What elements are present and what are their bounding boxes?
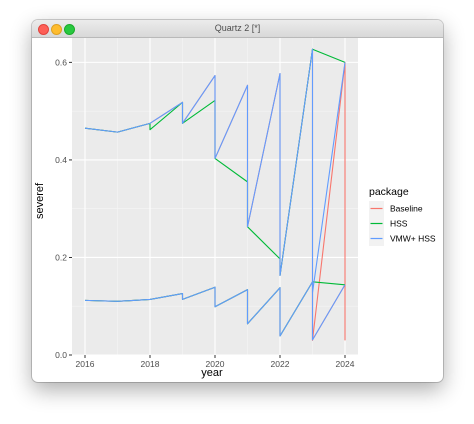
y-axis-label: severef [34, 182, 46, 219]
x-tick-label: 2020 [206, 359, 225, 369]
window-titlebar[interactable]: Quartz 2 [*] [32, 20, 443, 38]
series-layer [84, 48, 346, 341]
x-axis: 2016 2018 2020 2022 2024 [76, 355, 355, 369]
zoom-window-button[interactable] [64, 24, 75, 35]
x-tick-label: 2024 [336, 359, 355, 369]
legend-item: VMW+ HSS [369, 231, 436, 246]
minimize-window-button[interactable] [51, 24, 62, 35]
legend-title: package [369, 186, 409, 198]
series-line-vmw-hss-2 [84, 281, 346, 341]
close-window-button[interactable] [38, 24, 49, 35]
legend-label: HSS [390, 219, 408, 229]
x-tick-label: 2016 [76, 359, 95, 369]
x-tick-label: 2018 [141, 359, 160, 369]
y-tick-label: 0.2 [55, 252, 67, 262]
y-tick-label: 0.4 [55, 155, 67, 165]
y-tick-label: 0.6 [55, 57, 67, 67]
window-title: Quartz 2 [*] [214, 23, 261, 33]
legend-item: Baseline [369, 201, 423, 216]
legend-label: VMW+ HSS [390, 234, 436, 244]
chart: 0.0 0.2 0.4 0.6 2016 2018 2020 2022 2024 year s… [34, 38, 436, 379]
y-axis: 0.0 0.2 0.4 0.6 [55, 57, 72, 360]
legend: package Baseline HSS VMW+ HSS [369, 186, 436, 246]
series-line-vmw-hss-1 [84, 48, 346, 294]
x-tick-label: 2022 [271, 359, 290, 369]
y-tick-label: 0.0 [55, 350, 67, 360]
legend-item: HSS [369, 216, 408, 231]
quartz-window: Quartz 2 [*] 0.0 0.2 0.4 0.6 2016 2018 2020 20… [32, 20, 443, 382]
legend-label: Baseline [390, 204, 423, 214]
x-axis-label: year [201, 367, 223, 379]
